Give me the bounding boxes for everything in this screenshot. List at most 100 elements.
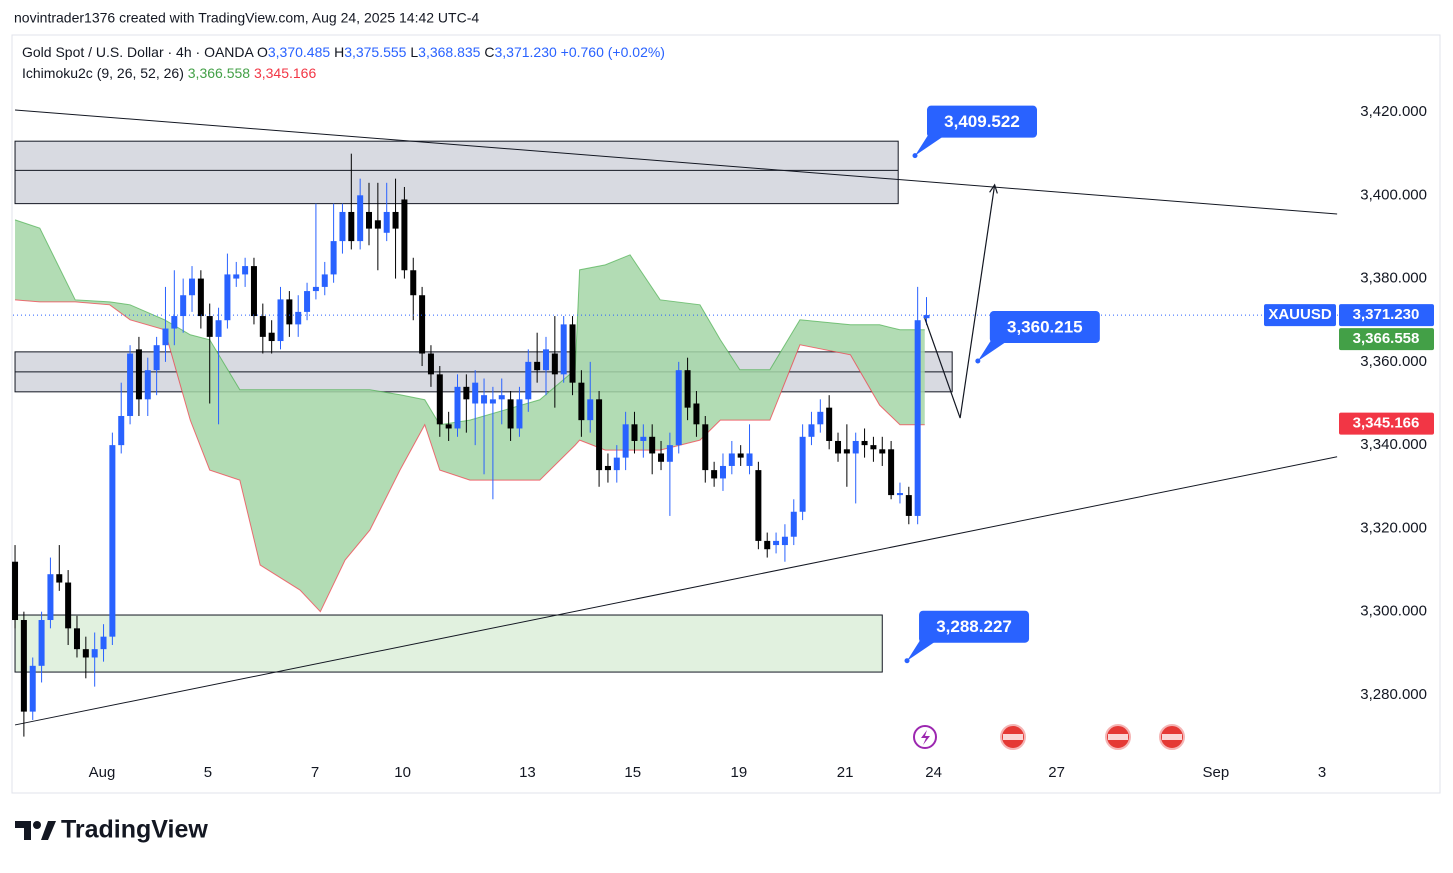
symbol-tag: XAUUSD <box>1268 306 1332 323</box>
change: +0.760 (+0.02%) <box>561 44 665 60</box>
candle-body <box>171 316 178 329</box>
price-label-box <box>1339 328 1434 351</box>
candle-body <box>321 274 328 287</box>
x-tick-label: 15 <box>624 764 641 781</box>
cloud-fill <box>15 219 925 612</box>
candle-body <box>596 399 603 471</box>
candle-body <box>348 211 355 242</box>
candle-body <box>719 465 726 479</box>
candle-body <box>879 449 886 454</box>
candle-body <box>658 453 665 462</box>
candle-body <box>542 349 549 371</box>
indicator-value: 3,345.166 <box>254 65 316 81</box>
candle-body <box>427 353 434 375</box>
callout-tail <box>977 338 1006 361</box>
callout-tail <box>907 638 936 661</box>
candle-body <box>189 278 196 296</box>
x-tick-label: 13 <box>519 764 536 781</box>
trend-line <box>14 456 1338 726</box>
candle-body <box>419 295 426 354</box>
candle-body <box>826 407 833 441</box>
arrow-head <box>989 183 998 194</box>
price-label: 3,371.230 <box>1353 306 1420 323</box>
candle-body <box>463 386 470 400</box>
candle-body <box>12 561 19 621</box>
candle-body <box>613 457 620 471</box>
candle-body <box>242 266 249 275</box>
candle-body <box>383 211 390 233</box>
candle-body <box>755 470 762 541</box>
candle-body <box>277 299 284 342</box>
candle-body <box>135 349 142 400</box>
candle-body <box>861 440 868 446</box>
candle-body <box>268 332 275 342</box>
price-label-box <box>1339 304 1434 327</box>
candle-body <box>481 395 488 404</box>
logo-dot <box>33 821 41 829</box>
candle-body <box>162 328 169 346</box>
candle-body <box>392 211 399 229</box>
x-tick-label: 5 <box>204 764 212 781</box>
flag-stripe <box>1108 734 1128 740</box>
candle-body <box>746 453 753 466</box>
chart-frame <box>11 34 1441 794</box>
symbol: Gold Spot / U.S. Dollar · 4h · OANDA <box>22 44 255 60</box>
legend-line: Gold Spot / U.S. Dollar · 4h · OANDA O3,… <box>22 44 665 60</box>
candle-body <box>144 370 151 400</box>
symbol-tag-box <box>1264 304 1336 327</box>
event-icons <box>913 724 1185 750</box>
candle-body <box>569 324 576 383</box>
candle-body <box>649 436 656 454</box>
x-tick-label: 10 <box>394 764 411 781</box>
candle-body <box>330 241 337 275</box>
candle-body <box>127 353 134 416</box>
candle-body <box>436 374 443 425</box>
projection-path <box>924 184 996 419</box>
ohlc-key: O <box>257 44 268 60</box>
x-tick-label: 24 <box>925 764 942 781</box>
price-label: 3,366.558 <box>1353 330 1420 347</box>
ohlc-value: 3,371.230 <box>494 44 556 60</box>
candle-body <box>923 315 930 319</box>
candle-body <box>764 540 771 550</box>
candle-body <box>799 436 806 512</box>
candle-body <box>73 628 80 650</box>
plot-area: 3,409.522 3,360.215 3,288.227 <box>12 105 1338 737</box>
candle-body <box>534 361 541 371</box>
candle-body <box>525 361 532 400</box>
candle-body <box>711 470 718 479</box>
candle-body <box>790 511 797 537</box>
candle-body <box>38 620 45 666</box>
candle-body <box>808 424 815 437</box>
x-tick-label: Aug <box>89 764 116 781</box>
x-tick-label: 21 <box>837 764 854 781</box>
candle-body <box>357 195 364 242</box>
callout-box <box>989 310 1100 343</box>
candle-body <box>56 574 63 583</box>
candle-body <box>259 316 266 337</box>
candle-body <box>684 370 691 408</box>
y-tick-label: 3,380.000 <box>1360 270 1427 287</box>
candle-body <box>250 266 257 317</box>
logo-mark <box>41 821 56 840</box>
ohlc-value: 3,370.485 <box>268 44 330 60</box>
candle-body <box>489 399 496 404</box>
x-tick-label: 3 <box>1318 764 1326 781</box>
indicator-line: Ichimoku2c (9, 26, 52, 26) 3,366.558 3,3… <box>22 65 316 81</box>
candle-body <box>896 493 903 496</box>
event-icon-bolt <box>921 730 930 745</box>
candle-body <box>675 370 682 446</box>
candle-body <box>666 445 673 462</box>
y-tick-label: 3,300.000 <box>1360 603 1427 620</box>
candle-body <box>773 540 780 546</box>
candle-body <box>498 395 505 400</box>
candle-body <box>472 382 479 404</box>
candle-body <box>905 495 912 516</box>
candle-body <box>29 665 36 712</box>
candle-body <box>215 320 222 337</box>
candle-body <box>870 445 877 450</box>
ohlc-value: 3,375.555 <box>344 44 406 60</box>
x-tick-label: Sep <box>1203 764 1230 781</box>
zone <box>14 140 899 205</box>
